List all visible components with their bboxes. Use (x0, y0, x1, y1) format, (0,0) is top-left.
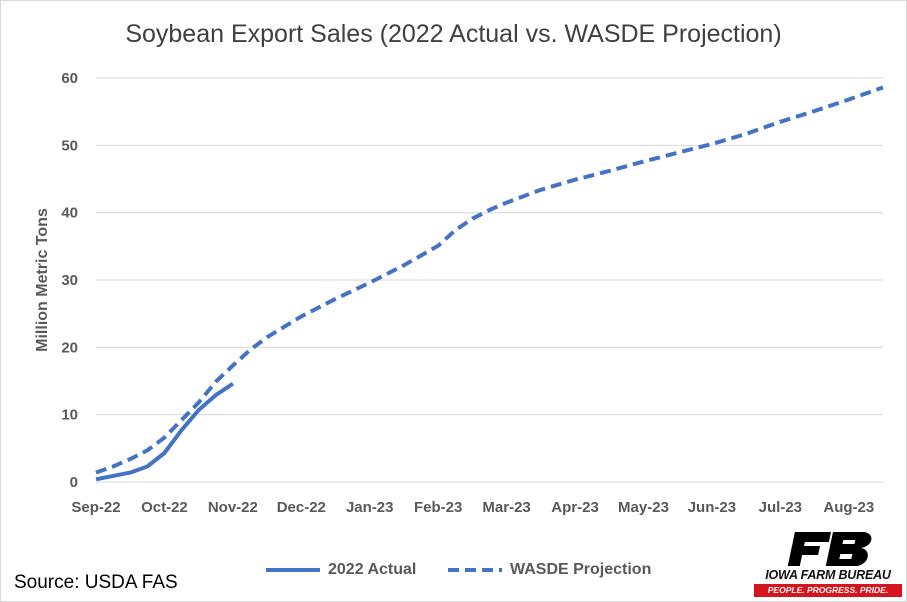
legend-item-actual: 2022 Actual (266, 561, 416, 579)
x-tick-label: May-23 (618, 499, 669, 516)
y-axis-label: Million Metric Tons (34, 208, 51, 352)
legend-swatch-dashed (448, 568, 502, 572)
y-tick-label: 10 (61, 407, 78, 424)
series-line-actual (95, 382, 235, 482)
series-lines (95, 85, 884, 482)
y-tick-label: 0 (70, 474, 78, 491)
x-tick-label: Jan-23 (346, 499, 394, 516)
legend-item-wasde: WASDE Projection (448, 561, 651, 579)
farm-bureau-logo: IOWA FARM BUREAU PEOPLE. PROGRESS. PRIDE… (752, 530, 904, 598)
x-axis-ticks: Sep-22 Oct-22 Nov-22 Dec-22 Jan-23 Feb-23 Mar-… (71, 499, 874, 516)
series-line-wasde (95, 85, 884, 475)
logo-name: IOWA FARM BUREAU (765, 568, 891, 582)
gridlines (96, 77, 883, 483)
x-tick-label: Mar-23 (482, 499, 530, 516)
x-tick-label: Apr-23 (551, 499, 599, 516)
x-tick-label: Jun-23 (688, 499, 736, 516)
x-tick-label: Nov-22 (208, 499, 258, 516)
legend-swatch-solid (266, 568, 320, 572)
y-tick-label: 20 (61, 339, 78, 356)
y-tick-label: 60 (61, 70, 78, 87)
y-axis-ticks: 0 10 20 30 40 50 60 (61, 70, 78, 491)
chart-title: Soybean Export Sales (2022 Actual vs. WA… (125, 20, 782, 48)
legend-label: WASDE Projection (510, 561, 652, 578)
x-tick-label: Sep-22 (71, 499, 120, 516)
y-tick-label: 30 (61, 272, 78, 289)
source-note: Source: USDA FAS (14, 572, 178, 593)
x-tick-label: Aug-23 (823, 499, 874, 516)
y-tick-label: 50 (61, 137, 78, 154)
x-tick-label: Oct-22 (141, 499, 188, 516)
x-tick-label: Feb-23 (414, 499, 462, 516)
legend-label: 2022 Actual (328, 561, 417, 578)
x-tick-label: Dec-22 (277, 499, 326, 516)
y-tick-label: 40 (61, 205, 78, 222)
chart-plot: 0 10 20 30 40 50 60 Sep-22 Oct-22 Nov-22 Dec-22 Ja… (34, 70, 884, 516)
logo-tagline: PEOPLE. PROGRESS. PRIDE. (754, 584, 902, 597)
fb-logo-mark-icon (787, 532, 872, 566)
x-tick-label: Jul-23 (759, 499, 802, 516)
